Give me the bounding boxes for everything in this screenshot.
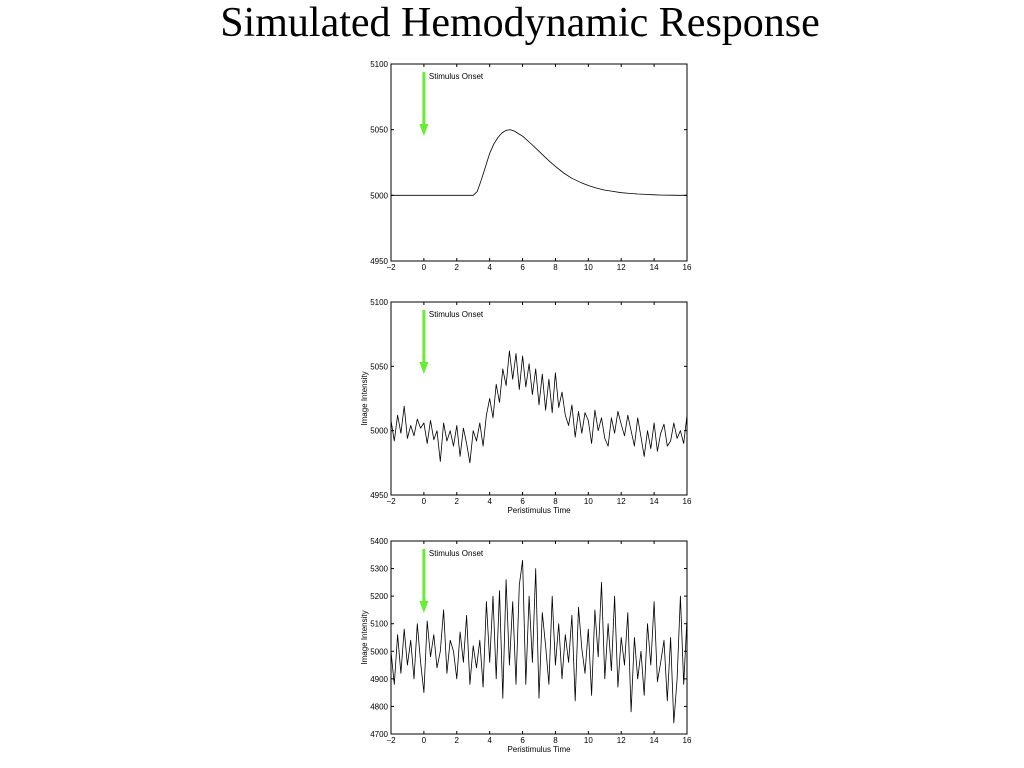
plot-frame [390,301,688,496]
data-series-line [390,350,688,464]
y-tick-label: 5100 [370,298,388,307]
y-tick-label: 5000 [370,427,388,436]
x-tick-label: 6 [520,263,525,272]
x-tick-label: 10 [584,497,593,506]
x-tick-label: 16 [683,263,692,272]
x-tick-label: 10 [584,263,593,272]
x-tick-label: −2 [386,263,396,272]
x-tick-label: 2 [455,497,460,506]
y-tick-label: 4700 [370,730,388,739]
stimulus-onset-label: Stimulus Onset [429,549,484,558]
x-tick-label: 8 [553,263,558,272]
y-tick-label: 4950 [370,491,388,500]
x-tick-label: 12 [617,263,626,272]
y-tick-label: 5100 [370,60,388,69]
x-tick-label: 2 [455,736,460,745]
stimulus-onset-label: Stimulus Onset [429,310,484,319]
x-tick-label: 0 [422,497,427,506]
x-tick-label: 12 [617,736,626,745]
y-tick-label: 5100 [370,620,388,629]
y-tick-label: 5300 [370,565,388,574]
x-tick-label: 8 [553,497,558,506]
y-tick-label: 5000 [370,191,388,200]
chart-panel-2: −2 0 2 4 6 8 10 12 14 16 4950 5000 5050 5100 Peristimu… [360,298,692,515]
y-tick-label: 5050 [370,126,388,135]
y-tick-label: 5000 [370,647,388,656]
y-tick-label: 5200 [370,592,388,601]
y-tick-label: 4950 [370,257,388,266]
x-tick-label: 2 [455,263,460,272]
y-axis-label: Image Intensity [360,371,369,425]
x-tick-label: 16 [683,497,692,506]
plot-frame [390,63,688,262]
x-axis-label: Peristimulus Time [507,506,571,515]
x-tick-label: 4 [487,497,492,506]
x-tick-label: 6 [520,736,525,745]
data-series-line [391,129,687,196]
stimulus-arrow-icon [419,362,429,374]
plot-frame [390,540,688,735]
y-tick-label: 4800 [370,702,388,711]
x-tick-label: 12 [617,497,626,506]
data-series-line [390,559,688,724]
x-tick-label: 4 [487,263,492,272]
y-tick-label: 5050 [370,362,388,371]
x-tick-label: 8 [553,736,558,745]
x-tick-label: 0 [422,736,427,745]
x-tick-label: 4 [487,736,492,745]
chart-panel-1: −2 0 2 4 6 8 10 12 14 16 4950 5000 5050 5100 Stimulus … [370,60,692,272]
x-tick-label: 0 [422,263,427,272]
page-title: Simulated Hemodynamic Response [220,0,820,46]
y-tick-label: 4900 [370,675,388,684]
x-tick-label: 10 [584,736,593,745]
stimulus-arrow-icon [419,124,429,136]
x-tick-label: 14 [650,736,659,745]
x-tick-label: −2 [386,736,396,745]
x-tick-label: 16 [683,736,692,745]
y-axis-label: Image Intensity [360,610,369,664]
stimulus-arrow-icon [419,601,429,613]
stimulus-onset-label: Stimulus Onset [429,72,484,81]
chart-panel-3: −2 0 2 4 6 8 10 12 14 16 4700 4800 4900 5000 5100 5200 5… [360,537,692,754]
x-tick-label: 14 [650,497,659,506]
x-tick-label: 14 [650,263,659,272]
y-tick-label: 5400 [370,537,388,546]
x-tick-label: 6 [520,497,525,506]
x-axis-label: Peristimulus Time [507,745,571,754]
x-tick-label: −2 [386,497,396,506]
